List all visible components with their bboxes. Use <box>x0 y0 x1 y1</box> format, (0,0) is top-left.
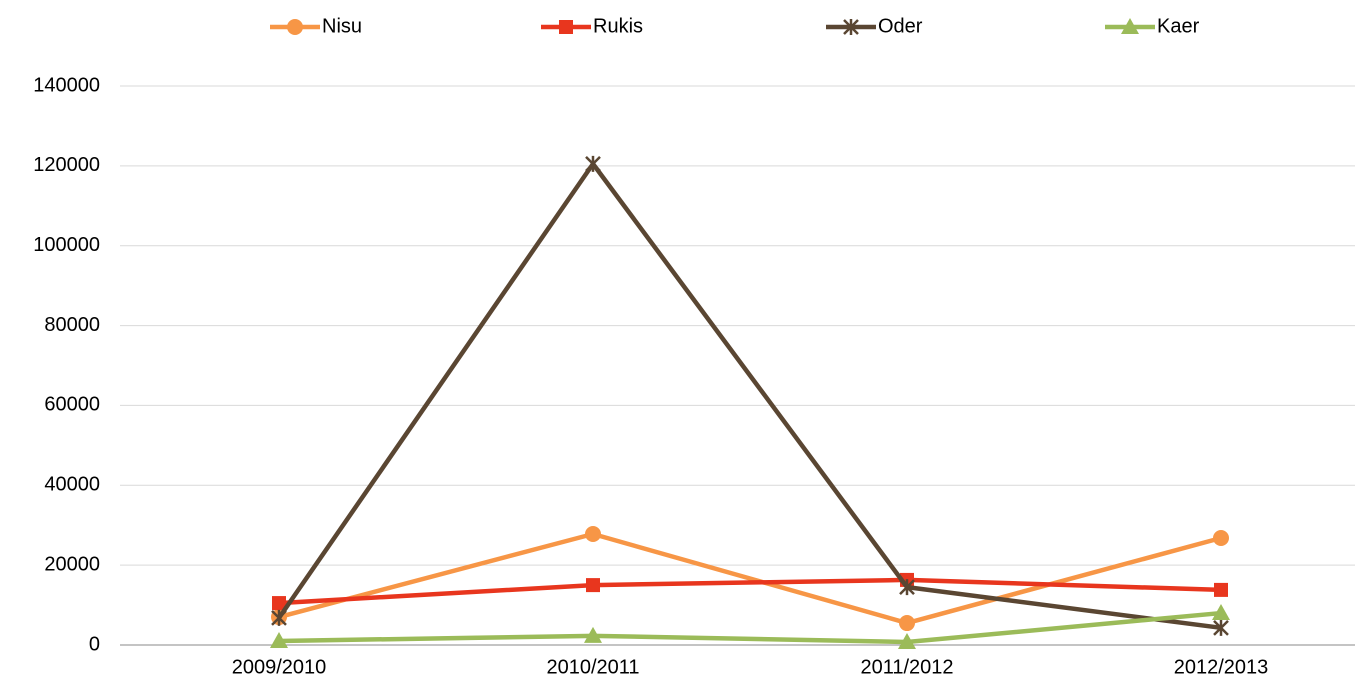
y-tick-label: 80000 <box>44 314 100 336</box>
y-tick-label: 120000 <box>33 154 100 176</box>
series-line <box>277 161 1222 631</box>
x-tick-label: 2012/2013 <box>1174 656 1269 678</box>
marker <box>585 525 601 542</box>
marker <box>584 626 602 643</box>
series-line <box>278 610 1222 645</box>
y-tick-label: 140000 <box>33 74 100 96</box>
legend-label: Nisu <box>322 15 362 37</box>
y-tick-label: 100000 <box>33 234 100 256</box>
marker <box>586 578 600 593</box>
x-tick-label: 2009/2010 <box>232 656 327 678</box>
x-tick-label: 2011/2012 <box>860 656 953 678</box>
marker <box>899 579 915 596</box>
marker <box>585 155 601 172</box>
x-tick-label: 2010/2011 <box>546 656 639 678</box>
marker <box>899 615 915 632</box>
marker <box>270 632 288 649</box>
marker <box>271 609 287 626</box>
legend-label: Kaer <box>1157 15 1200 37</box>
marker <box>898 633 916 650</box>
marker <box>559 20 573 34</box>
marker <box>1214 582 1228 597</box>
marker <box>272 596 286 611</box>
y-tick-label: 60000 <box>44 394 100 416</box>
y-tick-label: 40000 <box>44 474 100 496</box>
marker <box>1121 18 1139 34</box>
series-line <box>278 531 1222 626</box>
series-line <box>278 577 1222 606</box>
legend-label: Oder <box>878 15 923 37</box>
legend-label: Rukis <box>593 15 643 37</box>
marker <box>287 19 303 35</box>
marker <box>1212 604 1230 621</box>
marker <box>1213 529 1229 546</box>
y-tick-label: 0 <box>89 633 100 655</box>
marker <box>1213 619 1229 636</box>
marker <box>843 19 859 35</box>
y-tick-label: 20000 <box>44 553 100 575</box>
